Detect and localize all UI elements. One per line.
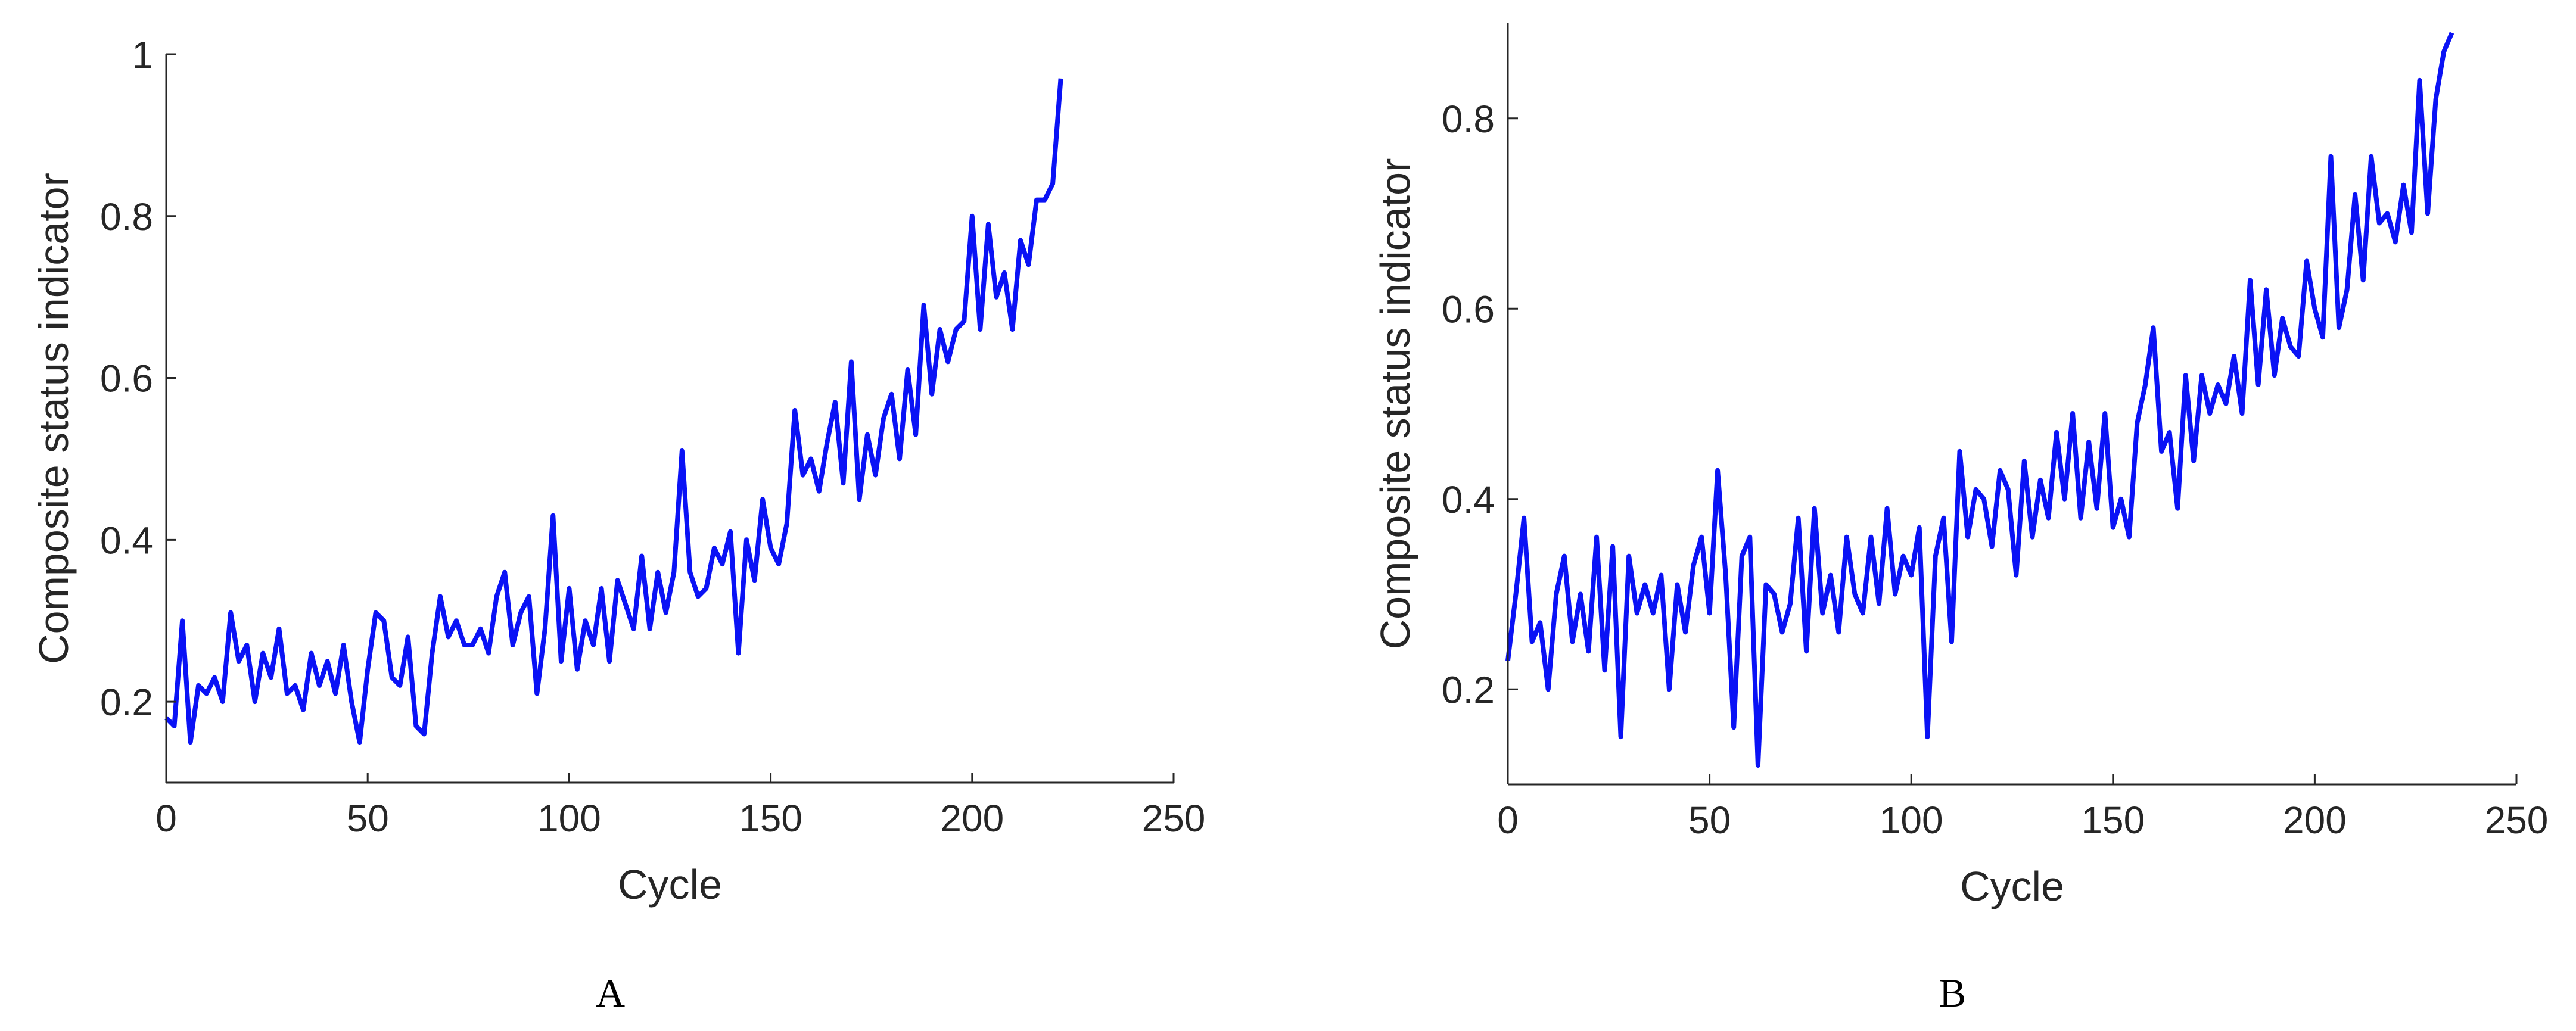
y-tick-label: 0.4: [100, 519, 153, 562]
y-tick-label: 1: [132, 33, 153, 76]
panel: 0 50 100 150 200 250 0.2 0.4 0.6 0.8 Cycle Composit…: [1372, 23, 2548, 1016]
x-axis-label: Cycle: [1960, 863, 2064, 909]
x-tick-label: 100: [537, 797, 601, 840]
x-tick-label: 250: [1142, 797, 1206, 840]
panel: 0 50 100 150 200 250 0.2 0.4 0.6 0.8 1 Cycle Composi…: [30, 33, 1205, 1016]
panel-caption: A: [596, 970, 625, 1016]
data-line: [164, 78, 1063, 745]
y-tick-label: 0.2: [100, 681, 153, 724]
x-tick-label: 50: [1688, 799, 1731, 842]
y-tick-label: 0.8: [100, 195, 153, 238]
x-tick-label: 150: [2081, 799, 2145, 842]
y-tick-label: 0.8: [1442, 98, 1495, 141]
y-axis-label: Composite status indicator: [1372, 158, 1418, 650]
data-line: [1505, 32, 2454, 768]
x-tick-label: 100: [1880, 799, 1943, 842]
panel-caption: B: [1939, 970, 1966, 1016]
y-tick-label: 0.4: [1442, 478, 1495, 521]
x-tick-label: 0: [155, 797, 177, 840]
x-axis-label: Cycle: [618, 861, 722, 908]
y-tick-label: 0.6: [1442, 288, 1495, 331]
y-tick-label: 0.2: [1442, 668, 1495, 711]
y-axis-label: Composite status indicator: [30, 173, 77, 664]
x-tick-label: 0: [1497, 799, 1519, 842]
x-tick-label: 250: [2485, 799, 2549, 842]
x-tick-label: 200: [2283, 799, 2347, 842]
x-tick-label: 50: [347, 797, 389, 840]
y-tick-label: 0.6: [100, 357, 153, 400]
x-tick-label: 150: [739, 797, 802, 840]
x-tick-label: 200: [940, 797, 1004, 840]
